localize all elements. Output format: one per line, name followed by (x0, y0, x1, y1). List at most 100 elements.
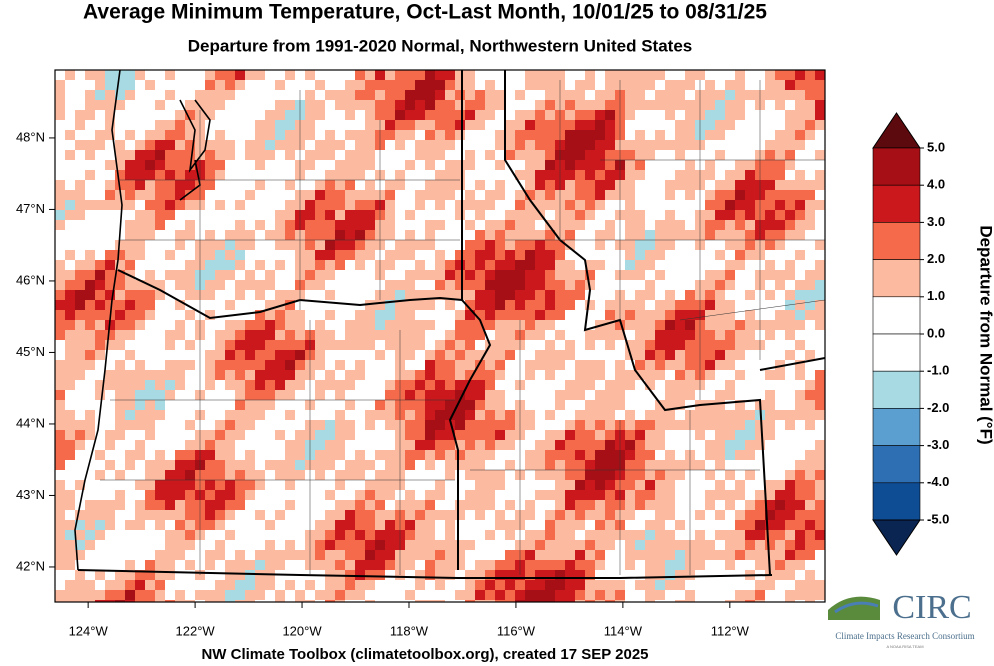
map-cell (115, 250, 125, 260)
map-cell (175, 540, 185, 550)
map-cell (255, 410, 265, 420)
map-cell (705, 280, 715, 290)
map-cell (265, 560, 275, 570)
map-cell (445, 310, 455, 320)
map-cell (285, 510, 295, 520)
map-cell (455, 230, 465, 240)
map-cell (125, 440, 135, 450)
map-cell (525, 490, 535, 500)
map-cell (65, 420, 75, 430)
map-cell (95, 350, 105, 360)
map-cell (575, 300, 585, 310)
map-cell (595, 130, 605, 140)
map-cell (315, 340, 325, 350)
map-cell (345, 250, 355, 260)
map-cell (545, 520, 555, 530)
map-cell (435, 550, 445, 560)
map-cell (585, 130, 595, 140)
map-cell (295, 590, 305, 600)
map-cell (395, 580, 405, 590)
map-cell (205, 310, 215, 320)
map-cell (445, 600, 455, 602)
map-cell (235, 320, 245, 330)
map-cell (515, 100, 525, 110)
map-cell (725, 140, 735, 150)
map-cell (345, 120, 355, 130)
map-cell (655, 230, 665, 240)
map-cell (325, 600, 335, 602)
map-cell (765, 340, 775, 350)
map-cell (345, 400, 355, 410)
map-cell (155, 80, 165, 90)
map-cell (465, 100, 475, 110)
map-cell (375, 590, 385, 600)
map-cell (255, 280, 265, 290)
map-cell (775, 180, 785, 190)
map-cell (135, 280, 145, 290)
map-cell (95, 210, 105, 220)
map-cell (325, 150, 335, 160)
map-cell (625, 470, 635, 480)
map-cell (605, 580, 615, 590)
map-cell (185, 520, 195, 530)
map-cell (785, 340, 795, 350)
map-cell (695, 430, 705, 440)
map-cell (665, 380, 675, 390)
map-cell (175, 210, 185, 220)
map-cell (655, 170, 665, 180)
map-cell (435, 70, 445, 80)
map-cell (305, 310, 315, 320)
map-cell (305, 260, 315, 270)
map-cell (145, 220, 155, 230)
map-cell (805, 80, 815, 90)
map-cell (215, 150, 225, 160)
map-cell (285, 560, 295, 570)
map-cell (655, 80, 665, 90)
map-cell (585, 410, 595, 420)
map-cell (565, 330, 575, 340)
map-cell (795, 420, 805, 430)
map-cell (235, 510, 245, 520)
map-cell (235, 100, 245, 110)
map-cell (215, 440, 225, 450)
map-cell (805, 570, 815, 580)
map-cell (755, 430, 765, 440)
map-cell (375, 450, 385, 460)
map-cell (525, 260, 535, 270)
map-cell (665, 70, 675, 80)
map-cell (685, 230, 695, 240)
map-cell (245, 560, 255, 570)
map-cell (455, 590, 465, 600)
map-cell (175, 530, 185, 540)
map-cell (255, 180, 265, 190)
map-cell (175, 270, 185, 280)
map-cell (285, 300, 295, 310)
map-cell (605, 140, 615, 150)
map-cell (385, 140, 395, 150)
map-cell (245, 320, 255, 330)
map-cell (75, 420, 85, 430)
map-cell (785, 120, 795, 130)
map-cell (125, 230, 135, 240)
map-cell (345, 330, 355, 340)
map-cell (395, 290, 405, 300)
map-cell (285, 460, 295, 470)
map-cell (115, 150, 125, 160)
map-cell (605, 510, 615, 520)
map-cell (495, 550, 505, 560)
map-cell (135, 350, 145, 360)
map-cell (725, 420, 735, 430)
map-cell (545, 120, 555, 130)
map-cell (115, 140, 125, 150)
map-cell (815, 240, 825, 250)
map-cell (85, 180, 95, 190)
map-cell (335, 140, 345, 150)
map-cell (125, 370, 135, 380)
map-cell (585, 210, 595, 220)
map-cell (815, 410, 825, 420)
map-cell (145, 250, 155, 260)
map-cell (415, 590, 425, 600)
map-cell (505, 440, 515, 450)
map-cell (655, 240, 665, 250)
map-cell (315, 400, 325, 410)
